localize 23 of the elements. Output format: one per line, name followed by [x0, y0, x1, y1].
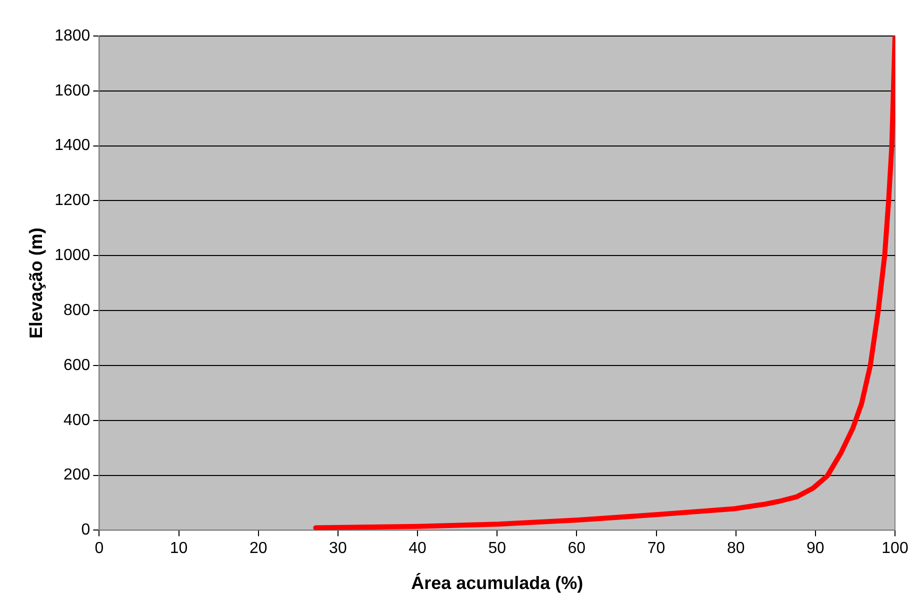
y-tick-label: 1800: [54, 27, 90, 44]
x-tick-label: 60: [568, 540, 586, 558]
y-tick-label: 800: [63, 302, 90, 319]
x-axis-title: Área acumulada (%): [411, 573, 584, 594]
x-tick-label: 70: [647, 540, 666, 558]
x-tick-label: 90: [806, 540, 824, 558]
x-tick-label: 50: [488, 540, 506, 558]
x-tick-label: 20: [249, 540, 268, 558]
x-tick-label: 40: [408, 540, 427, 558]
x-tick-label: 30: [329, 540, 347, 558]
x-tick-label: 0: [94, 540, 104, 558]
y-tick-label: 200: [63, 466, 90, 484]
y-tick-label: 1000: [54, 247, 90, 264]
y-tick-label: 400: [63, 412, 90, 429]
x-tick-label: 100: [882, 540, 908, 558]
y-tick-label: 1600: [54, 82, 90, 100]
y-tick-label: 600: [63, 356, 90, 374]
x-tick-label: 80: [726, 540, 745, 558]
y-axis-title: Elevação (m): [26, 228, 46, 339]
y-tick-label: 1200: [54, 192, 90, 210]
y-tick-label: 1400: [54, 137, 90, 154]
x-tick-label: 10: [170, 540, 188, 558]
y-tick-label: 0: [81, 522, 90, 539]
